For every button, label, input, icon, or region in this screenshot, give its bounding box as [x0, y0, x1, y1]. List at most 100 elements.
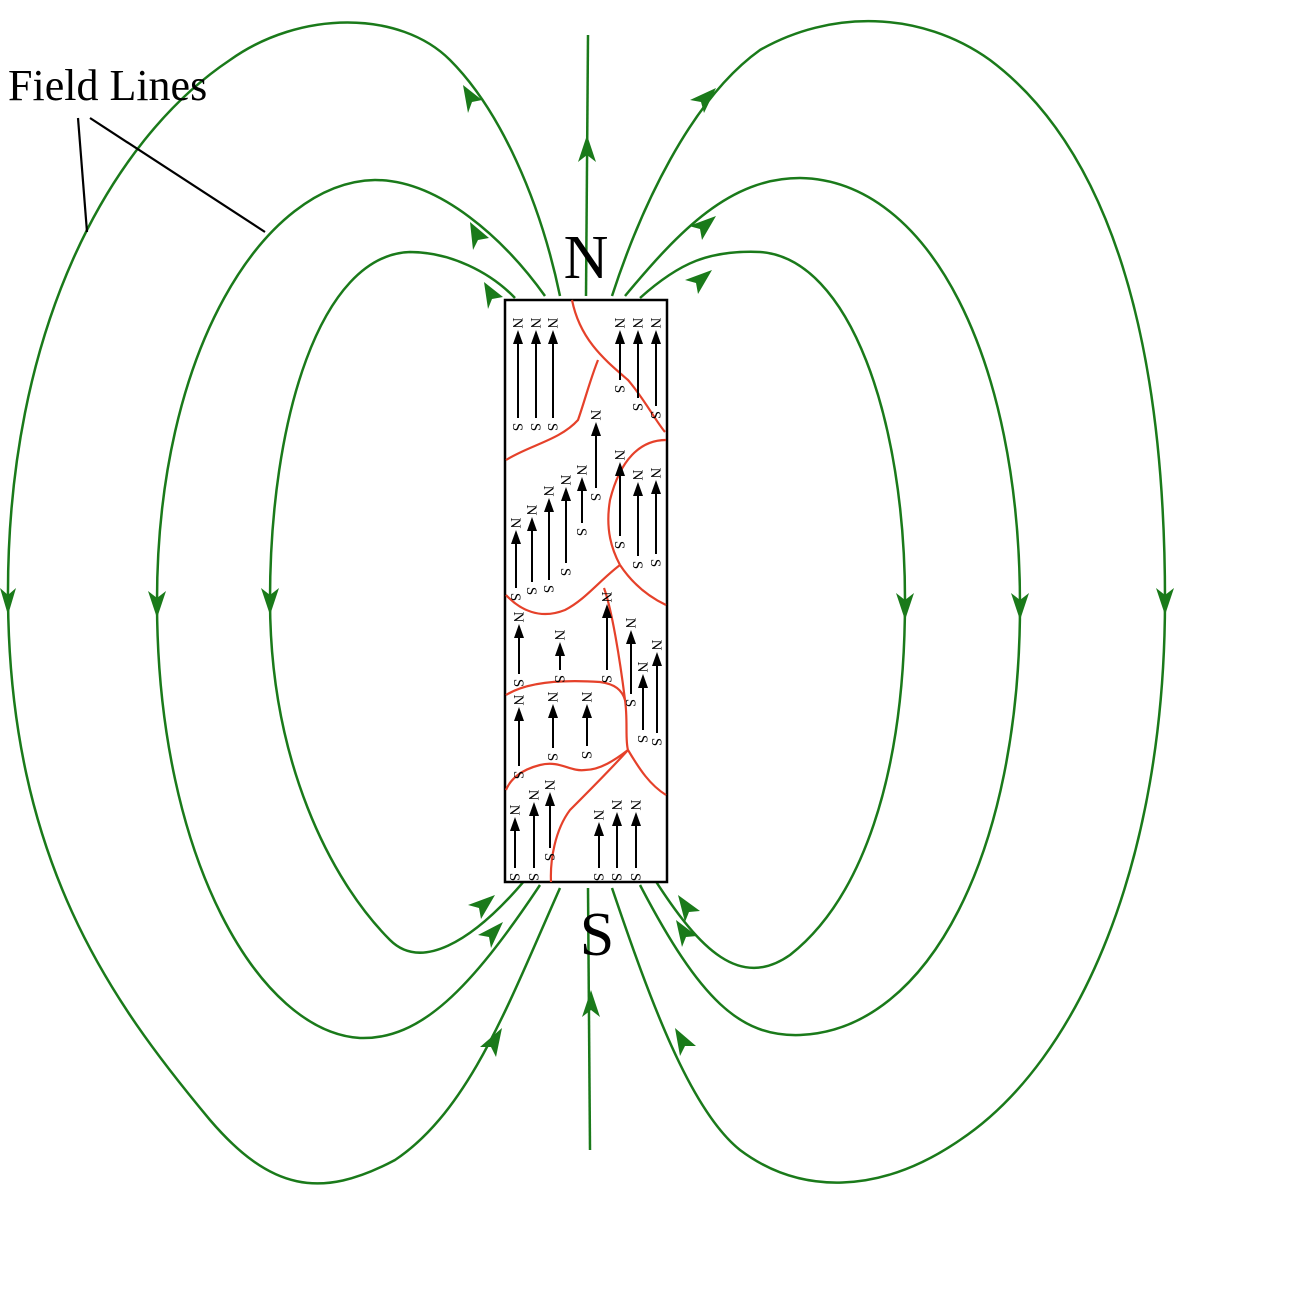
- dipole-n-label: N: [578, 692, 594, 703]
- dipole-s-label: S: [647, 559, 663, 567]
- arrow-icon: [631, 812, 641, 826]
- arrow-icon-center-bottom: [582, 990, 600, 1017]
- dipole-n-label: N: [510, 612, 526, 623]
- dipole-s-label: S: [578, 751, 594, 759]
- arrow-icon: [514, 707, 524, 721]
- arrow-icon: [529, 802, 539, 816]
- dipole-n-label: N: [647, 468, 663, 479]
- arrow-icon: [513, 330, 523, 344]
- domain-wall: [505, 679, 627, 701]
- arrow-icon: [651, 330, 661, 344]
- arrow-icon-bottom-left-inner: [468, 895, 495, 919]
- arrow-icon-left-inner: [261, 588, 279, 615]
- arrow-icon: [594, 822, 604, 836]
- dipole-n-label: N: [525, 790, 541, 801]
- dipole-s-label: S: [544, 753, 560, 761]
- dipole-s-label: S: [573, 528, 589, 536]
- field-line-center-bottom: [586, 887, 592, 1151]
- arrow-icon-bottom-right-inner: [678, 895, 700, 922]
- pointer-line: [76, 117, 89, 233]
- dipole-s-label: S: [611, 541, 627, 549]
- dipole-s-label: S: [598, 675, 614, 683]
- arrow-icon: [612, 812, 622, 826]
- domain-wall: [505, 359, 600, 461]
- dipole-s-label: S: [557, 568, 573, 576]
- arrow-icon-right-inner: [896, 593, 914, 620]
- north-pole-label: N: [564, 224, 609, 292]
- label-pointer-lines: [76, 117, 266, 233]
- dipole-n-label: N: [627, 800, 643, 811]
- dipole-s-label: S: [611, 385, 627, 393]
- dipole-s-label: S: [551, 675, 567, 683]
- domain-wall: [602, 587, 630, 751]
- field-line-center-top: [584, 34, 590, 297]
- arrow-icon-bottom-right-middle: [676, 920, 697, 947]
- arrow-icon: [555, 642, 565, 656]
- arrow-icon: [544, 498, 554, 512]
- arrow-icon: [633, 330, 643, 344]
- arrow-icon-top-right-middle: [689, 216, 716, 240]
- dipole-s-label: S: [590, 873, 606, 881]
- arrow-icon: [652, 652, 662, 666]
- arrow-icon: [548, 330, 558, 344]
- field-line-right-outer: [610, 19, 1167, 1184]
- field-line-left-inner: [268, 250, 526, 954]
- dipole-s-label: S: [608, 873, 624, 881]
- dipole-s-label: S: [544, 423, 560, 431]
- arrow-icon-top-left-middle: [470, 222, 489, 250]
- dipole-n-label: N: [611, 318, 627, 329]
- arrow-icon: [651, 480, 661, 494]
- arrow-icon: [577, 477, 587, 491]
- dipole-n-label: N: [629, 318, 645, 329]
- arrow-icon: [510, 817, 520, 831]
- domain-wall: [504, 749, 629, 791]
- arrow-icon: [548, 704, 558, 718]
- dipole-n-label: N: [544, 318, 560, 329]
- domain-wall: [607, 438, 667, 566]
- dipole-n-label: N: [507, 518, 523, 529]
- domain-wall: [505, 564, 621, 615]
- dipole-n-label: N: [573, 465, 589, 476]
- dipole-n-label: N: [590, 810, 606, 821]
- dipole-s-label: S: [527, 423, 543, 431]
- dipole-n-label: N: [557, 475, 573, 486]
- dipole-s-label: S: [629, 561, 645, 569]
- arrow-icon: [527, 517, 537, 531]
- arrow-icon-center-top: [578, 135, 596, 162]
- dipole-s-label: S: [525, 873, 541, 881]
- arrow-icon-left-outer: [0, 588, 16, 615]
- dipole-s-label: S: [510, 679, 526, 687]
- dipole-s-label: S: [647, 411, 663, 419]
- dipole-s-label: S: [509, 423, 525, 431]
- pointer-line: [89, 117, 266, 233]
- arrow-icon-bottom-left-middle: [478, 922, 503, 948]
- dipole-n-label: N: [527, 318, 543, 329]
- dipole-n-label: N: [509, 318, 525, 329]
- dipole-n-label: N: [551, 630, 567, 641]
- arrow-icon: [638, 674, 648, 688]
- domain-wall: [549, 749, 629, 883]
- dipole-n-label: N: [634, 662, 650, 673]
- arrow-icon-top-right-inner: [685, 270, 712, 294]
- field-line-left-middle: [155, 178, 547, 1040]
- domain-wall: [570, 299, 666, 433]
- arrow-icon: [591, 422, 601, 436]
- dipole-n-label: N: [608, 800, 624, 811]
- field-line-left-outer: [6, 21, 562, 1185]
- dipole-n-label: N: [510, 695, 526, 706]
- dipole-s-label: S: [523, 587, 539, 595]
- arrow-icon-right-outer: [1156, 588, 1174, 615]
- domain-wall: [627, 749, 667, 796]
- arrow-icon: [615, 462, 625, 476]
- dipole-s-label: S: [540, 585, 556, 593]
- dipole-s-label: S: [587, 493, 603, 501]
- dipole-n-label: N: [544, 692, 560, 703]
- arrow-icon: [531, 330, 541, 344]
- dipole-n-label: N: [622, 618, 638, 629]
- arrow-icon-bottom-left-outer: [480, 1028, 502, 1057]
- dipole-s-label: S: [510, 771, 526, 779]
- arrow-icon-top-left-outer: [463, 85, 482, 113]
- dipole-n-label: N: [587, 410, 603, 421]
- dipole-s-label: S: [634, 735, 650, 743]
